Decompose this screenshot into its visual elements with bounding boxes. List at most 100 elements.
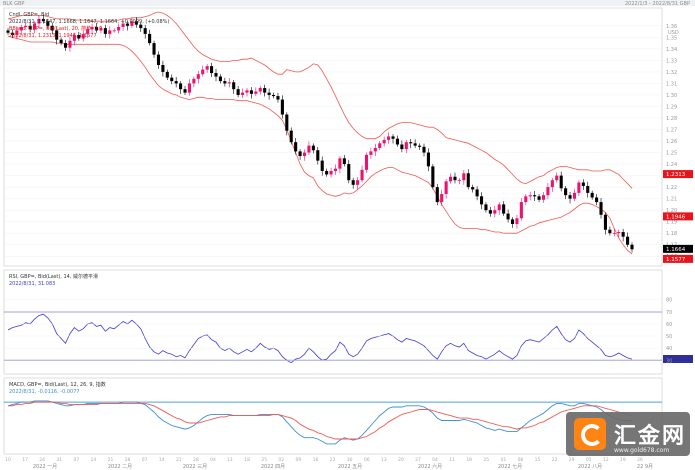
x-day-tick: 29 [569, 457, 575, 463]
candle-body [170, 77, 174, 82]
rsi-y-axis: 80 70 60 50 40 30 [4, 298, 672, 364]
candle-body [81, 33, 85, 39]
candle-body [595, 197, 599, 203]
candle-body [347, 164, 351, 181]
date-range-label: 2022/1/3 - 2022/8/31 GBP [625, 1, 690, 7]
bband-upper-line [7, 11, 633, 189]
price-gridlines [4, 25, 662, 257]
candle-body [559, 175, 563, 189]
candle-body [24, 25, 28, 27]
x-day-tick: 14 [159, 457, 165, 463]
price-tick-label: 1.20 [666, 208, 677, 214]
candle-body [488, 210, 492, 214]
candle-body [227, 82, 231, 84]
price-tags: 1.2313 1.1946 1.1664 1.1577 [663, 170, 693, 263]
rsi-tick-label: 80 [666, 298, 672, 304]
candle-body [298, 151, 302, 157]
x-month-label: 2022 六月 [418, 463, 442, 470]
price-tag-value: 1.1577 [666, 257, 686, 263]
candle-body [329, 170, 333, 175]
candle-body [218, 76, 222, 82]
candle-body [502, 204, 506, 214]
candle-body [174, 81, 178, 84]
candle-body [99, 28, 103, 31]
candle-body [599, 202, 603, 215]
x-day-tick: 20 [398, 457, 404, 463]
candle-body [360, 169, 364, 181]
price-tag-bg [663, 254, 693, 263]
rsi-info: 2022/8/31, 31.083 [9, 281, 55, 287]
x-day-tick: 25 [261, 457, 267, 463]
candle-body [435, 187, 439, 203]
price-tick-label: 1.24 [666, 162, 677, 168]
candle-body [72, 35, 76, 41]
price-tag-bg [663, 212, 693, 221]
price-tag-bg [663, 244, 693, 253]
candle-body [449, 176, 453, 182]
rsi-value-tag [663, 354, 693, 363]
price-y-axis: 1.36 1.35 1.34 1.33 1.32 1.31 1.30 1.29 1.28 1.27… [666, 24, 677, 260]
candle-body [546, 187, 550, 196]
candle-body [50, 25, 54, 31]
time-x-axis: 10 17 24 31 07 14 21 28 07 14 21 28 04 11 18 25 02 09 16 23… [5, 457, 653, 470]
candle-body [249, 90, 253, 94]
candle-body [187, 83, 191, 93]
candle-body [515, 218, 519, 224]
price-tick-label: 1.22 [666, 185, 677, 191]
candle-body [294, 142, 298, 152]
candle-body [325, 170, 329, 175]
candle-body [232, 82, 236, 90]
price-tick-label: 1.33 [666, 58, 677, 64]
candle-body [333, 168, 338, 171]
candle-body [617, 232, 621, 234]
x-day-tick: 13 [381, 457, 387, 463]
candle-body [223, 81, 227, 84]
candle-body [550, 180, 554, 188]
candle-body [241, 92, 245, 95]
candle-body [603, 214, 607, 230]
x-month-label: 2022 七月 [498, 463, 522, 470]
x-day-tick: 07 [73, 457, 79, 463]
x-month-label: 2022 三月 [183, 464, 207, 470]
candle-body [387, 136, 391, 140]
candle-body [356, 180, 360, 185]
candle-body [590, 192, 594, 198]
candle-body [577, 182, 581, 193]
bband-title: BBand, GBP=, Bid(Last), 20, 简单, 2.0 [9, 25, 102, 32]
candle-body [612, 233, 616, 234]
price-tick-label: 1.29 [666, 104, 677, 110]
price-tag-value: 1.2313 [666, 172, 686, 178]
watermark-url: www.gold678.com [614, 447, 670, 454]
candle-body [108, 30, 112, 34]
candle-body [63, 43, 68, 48]
price-tick-label: 1.21 [666, 197, 677, 203]
candle-body [201, 69, 205, 75]
x-day-tick: 22 [552, 457, 558, 463]
candle-body [466, 173, 470, 188]
candle-body [586, 185, 590, 193]
price-info-line: 2022/8/31, 1.1647, 1.1668, 1.1647, 1.166… [9, 19, 169, 25]
candle-body [139, 24, 143, 29]
x-day-tick: 04 [210, 457, 216, 463]
candle-body [263, 88, 267, 93]
candle-body [400, 144, 404, 150]
macd-info: 2022/8/31, -0.0116, -0.0077 [9, 389, 80, 395]
candle-body [426, 152, 430, 167]
x-day-tick: 15 [535, 457, 541, 463]
candle-body [19, 26, 23, 31]
candle-body [564, 188, 568, 196]
candle-body [506, 213, 510, 220]
rsi-tick-label: 60 [666, 322, 672, 328]
candle-body [316, 150, 320, 161]
candle-body [462, 173, 466, 181]
rsi-title: RSI, GBP=, Bid(Last), 14, 威尔德平滑 [9, 273, 98, 280]
candle-body [254, 91, 258, 94]
candle-body [510, 219, 515, 224]
candle-body [440, 194, 444, 203]
x-day-tick: 18 [244, 457, 250, 463]
macd-line-signal [8, 401, 633, 440]
rsi-tick-label: 40 [666, 346, 672, 352]
candle-body [519, 202, 523, 219]
price-tick-label: 1.27 [666, 128, 677, 134]
